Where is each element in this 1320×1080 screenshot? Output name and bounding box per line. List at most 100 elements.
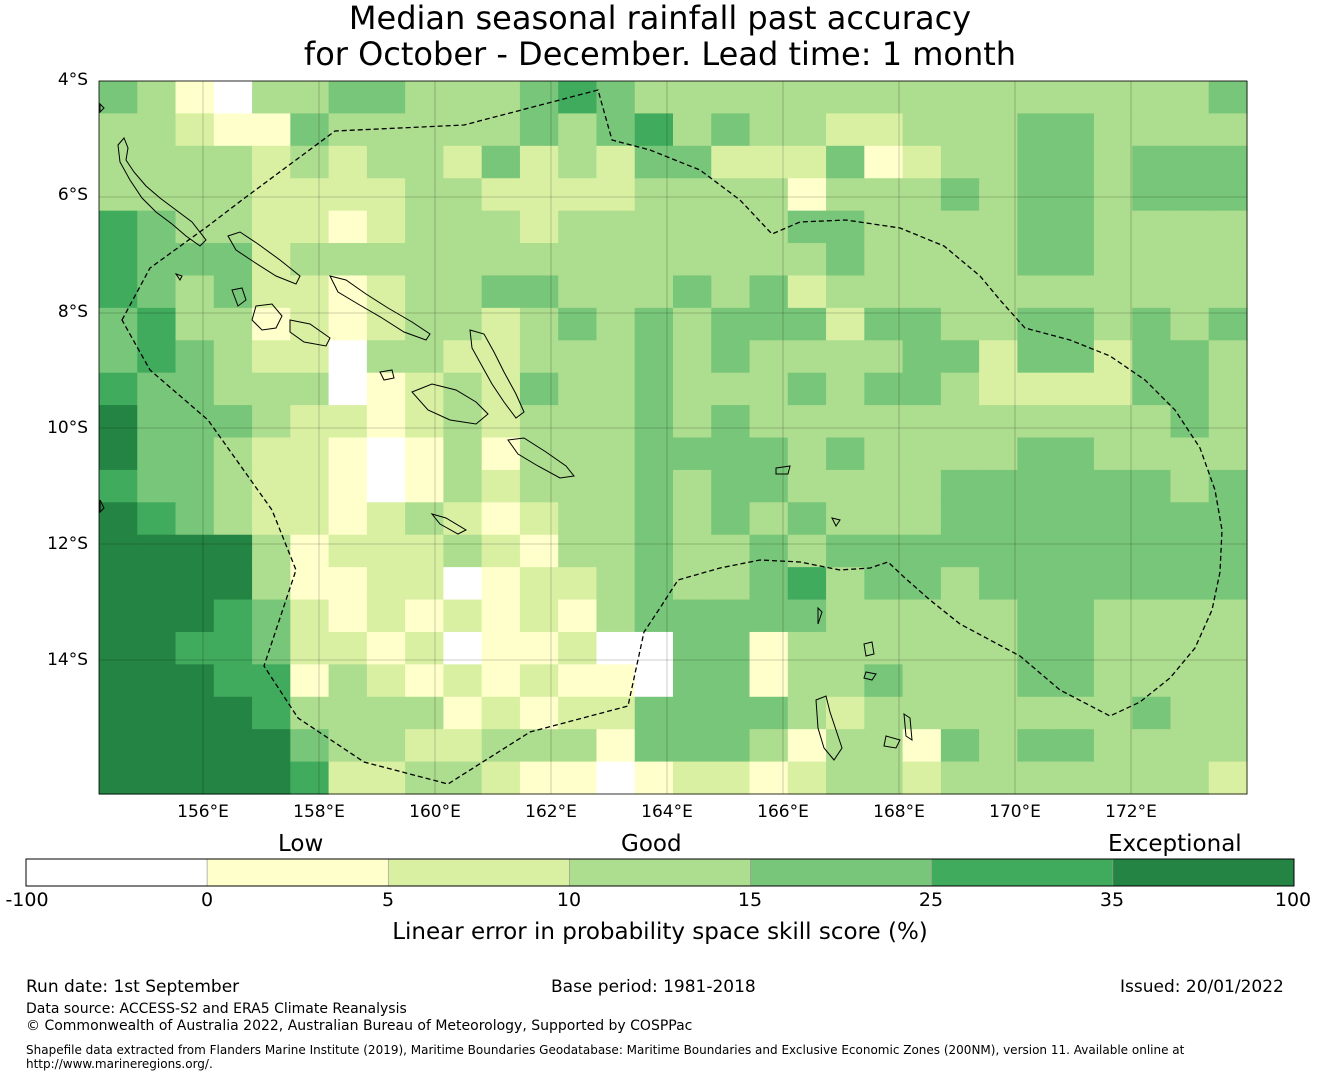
- skill-cell: [826, 761, 865, 795]
- skill-cell: [787, 243, 827, 277]
- skill-cell: [1132, 729, 1172, 763]
- skill-cell: [979, 210, 1018, 244]
- skill-cell: [558, 275, 598, 309]
- skill-cell: [826, 243, 865, 277]
- skill-cell: [749, 599, 789, 633]
- skill-cell: [673, 761, 712, 795]
- skill-cell: [596, 372, 636, 406]
- skill-cell: [137, 599, 177, 633]
- skill-cell: [405, 469, 444, 503]
- lon-label-166e: 166°E: [757, 802, 809, 822]
- skill-cell: [826, 307, 865, 341]
- skill-cell: [366, 631, 406, 665]
- skill-cell: [175, 567, 215, 601]
- skill-cell: [596, 502, 636, 536]
- skill-cell: [99, 729, 138, 763]
- skill-cell: [673, 81, 712, 115]
- skill-cell: [481, 599, 521, 633]
- skill-cell: [99, 599, 138, 633]
- skill-cell: [481, 502, 521, 536]
- skill-cell: [558, 243, 598, 277]
- skill-cell: [175, 243, 215, 277]
- solomon-islands-eez: [121, 89, 1223, 785]
- skill-cell: [1055, 567, 1095, 601]
- vella-lavella-island: [231, 287, 247, 307]
- skill-cell: [1093, 567, 1133, 601]
- skill-cell: [252, 469, 291, 503]
- skill-cell: [826, 113, 865, 147]
- skill-cell: [1170, 145, 1210, 179]
- skill-cell: [213, 761, 253, 795]
- skill-cell: [481, 178, 521, 212]
- skill-cell: [979, 599, 1018, 633]
- skill-cell: [137, 405, 177, 439]
- skill-cell: [328, 81, 368, 115]
- skill-cell: [99, 631, 138, 665]
- skill-cell: [940, 307, 980, 341]
- run-date: Run date: 1st September: [26, 977, 240, 997]
- skill-cell: [1208, 372, 1248, 406]
- skill-cell: [1093, 307, 1133, 341]
- colorbar-border: [25, 858, 1295, 887]
- skill-cell: [366, 502, 406, 536]
- skill-cell: [711, 145, 751, 179]
- skill-cell: [290, 761, 330, 795]
- skill-cell: [213, 437, 253, 471]
- skill-cell: [1170, 81, 1210, 115]
- skill-cell: [1055, 469, 1095, 503]
- skill-cell: [902, 372, 942, 406]
- lat-label-4s: 4°S: [57, 70, 88, 90]
- skill-cell: [99, 340, 138, 374]
- skill-cell: [405, 502, 444, 536]
- skill-cell: [1170, 469, 1210, 503]
- skill-cell: [940, 729, 980, 763]
- skill-cell: [328, 405, 368, 439]
- skill-cell: [749, 145, 789, 179]
- skill-cell: [213, 469, 253, 503]
- skill-cell: [1093, 437, 1133, 471]
- skill-cell: [1017, 696, 1057, 730]
- skill-cell: [1170, 340, 1210, 374]
- skill-cell: [826, 437, 865, 471]
- skill-cell: [366, 534, 406, 568]
- colorbar-tick: 25: [918, 889, 944, 911]
- lat-label-8s: 8°S: [57, 302, 88, 322]
- skill-cell: [940, 178, 980, 212]
- skill-cell: [864, 145, 904, 179]
- skill-cell: [940, 599, 980, 633]
- skill-cell: [175, 502, 215, 536]
- skill-cell: [634, 729, 674, 763]
- choiseul-island: [227, 231, 301, 285]
- lat-label-14s: 14°S: [47, 650, 88, 670]
- skill-cell: [1208, 664, 1248, 698]
- malakula-island: [883, 735, 901, 749]
- skill-cell: [443, 178, 483, 212]
- skill-cell: [1093, 696, 1133, 730]
- skill-cell: [137, 340, 177, 374]
- skill-cell: [252, 307, 291, 341]
- skill-cell: [1093, 761, 1133, 795]
- skill-cell: [864, 405, 904, 439]
- skill-cell: [1017, 113, 1057, 147]
- skill-cell: [443, 307, 483, 341]
- skill-cell: [711, 210, 751, 244]
- skill-cell: [519, 307, 559, 341]
- skill-cell: [175, 372, 215, 406]
- skill-cell: [902, 761, 942, 795]
- skill-cell: [137, 664, 177, 698]
- skill-cell: [1017, 502, 1057, 536]
- skill-cell: [99, 567, 138, 601]
- skill-cell: [940, 631, 980, 665]
- skill-cell: [749, 307, 789, 341]
- skill-cell: [99, 437, 138, 471]
- skill-cell: [634, 145, 674, 179]
- skill-cell: [405, 437, 444, 471]
- skill-cell: [252, 761, 291, 795]
- skill-cell: [443, 696, 483, 730]
- skill-cell: [787, 405, 827, 439]
- skill-cell: [940, 81, 980, 115]
- skill-cell: [558, 631, 598, 665]
- skill-cell: [979, 469, 1018, 503]
- skill-cell: [711, 729, 751, 763]
- skill-cell: [175, 113, 215, 147]
